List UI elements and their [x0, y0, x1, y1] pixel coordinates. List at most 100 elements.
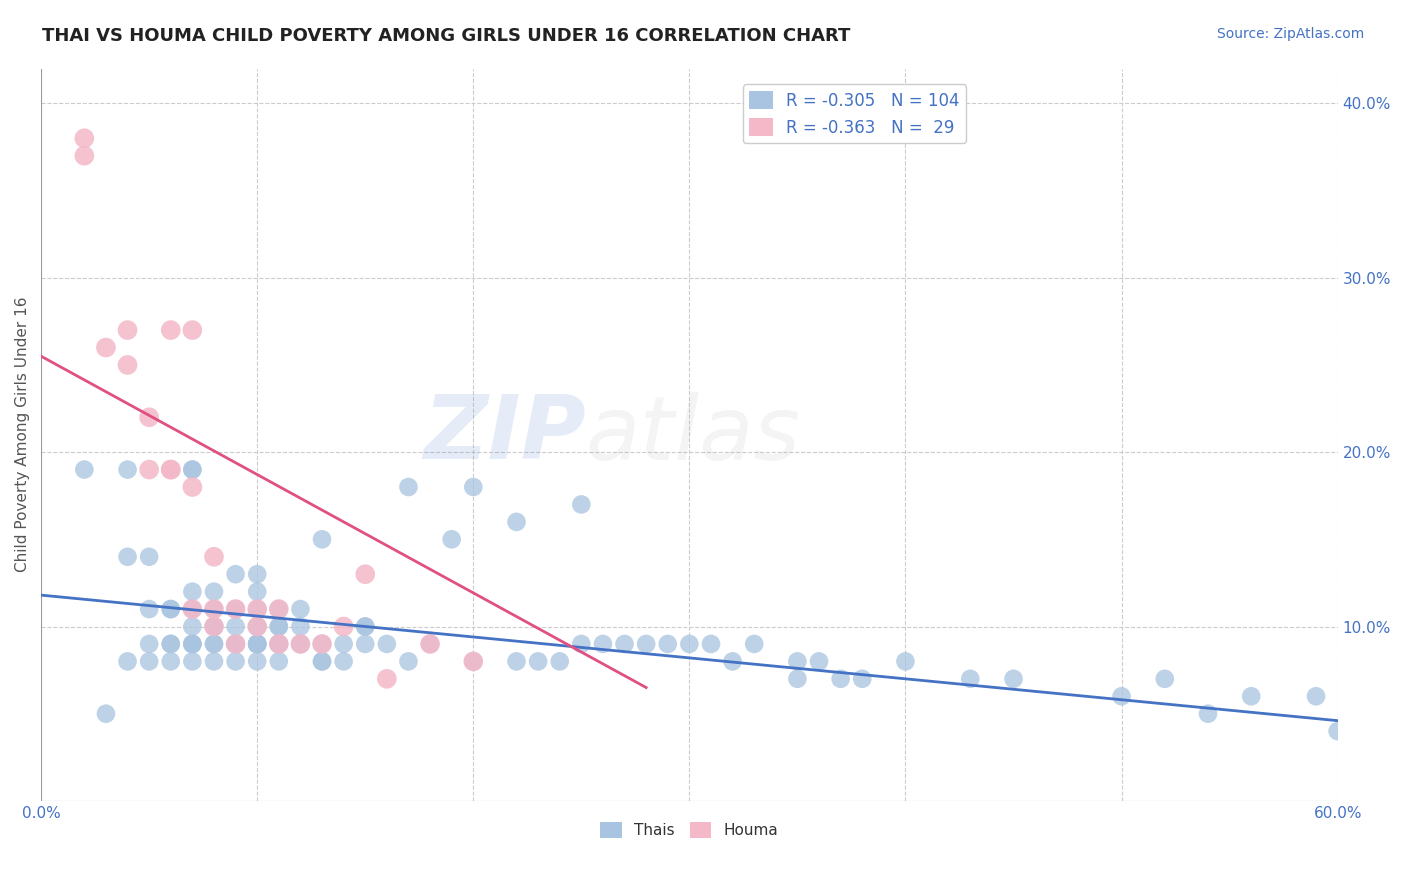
- Point: [332, 637, 354, 651]
- Point: [440, 533, 463, 547]
- Point: [138, 410, 160, 425]
- Text: THAI VS HOUMA CHILD POVERTY AMONG GIRLS UNDER 16 CORRELATION CHART: THAI VS HOUMA CHILD POVERTY AMONG GIRLS …: [42, 27, 851, 45]
- Point: [311, 654, 333, 668]
- Point: [311, 533, 333, 547]
- Point: [1240, 690, 1263, 704]
- Point: [159, 637, 181, 651]
- Point: [181, 602, 204, 616]
- Point: [225, 602, 247, 616]
- Point: [181, 602, 204, 616]
- Point: [548, 654, 571, 668]
- Point: [246, 602, 269, 616]
- Point: [181, 323, 204, 337]
- Point: [117, 323, 139, 337]
- Point: [246, 602, 269, 616]
- Point: [181, 584, 204, 599]
- Point: [463, 654, 485, 668]
- Point: [246, 637, 269, 651]
- Point: [721, 654, 744, 668]
- Point: [181, 480, 204, 494]
- Point: [569, 498, 592, 512]
- Point: [202, 619, 225, 633]
- Point: [1153, 672, 1175, 686]
- Point: [290, 602, 312, 616]
- Point: [138, 602, 160, 616]
- Text: ZIP: ZIP: [423, 392, 586, 478]
- Point: [505, 654, 527, 668]
- Point: [181, 637, 204, 651]
- Point: [246, 637, 269, 651]
- Point: [830, 672, 852, 686]
- Legend: Thais, Houma: Thais, Houma: [595, 815, 785, 845]
- Point: [94, 706, 117, 721]
- Point: [181, 462, 204, 476]
- Point: [181, 619, 204, 633]
- Point: [138, 462, 160, 476]
- Point: [354, 619, 377, 633]
- Point: [159, 602, 181, 616]
- Point: [786, 672, 808, 686]
- Point: [94, 341, 117, 355]
- Point: [159, 654, 181, 668]
- Point: [159, 637, 181, 651]
- Point: [332, 654, 354, 668]
- Point: [463, 654, 485, 668]
- Point: [225, 637, 247, 651]
- Point: [375, 672, 398, 686]
- Point: [246, 584, 269, 599]
- Point: [117, 654, 139, 668]
- Point: [1326, 724, 1348, 739]
- Point: [225, 637, 247, 651]
- Point: [700, 637, 723, 651]
- Point: [246, 619, 269, 633]
- Point: [267, 602, 290, 616]
- Point: [159, 462, 181, 476]
- Point: [225, 637, 247, 651]
- Point: [398, 654, 420, 668]
- Point: [225, 567, 247, 582]
- Point: [138, 637, 160, 651]
- Y-axis label: Child Poverty Among Girls Under 16: Child Poverty Among Girls Under 16: [15, 297, 30, 573]
- Point: [225, 637, 247, 651]
- Point: [73, 462, 96, 476]
- Point: [375, 637, 398, 651]
- Point: [117, 358, 139, 372]
- Point: [267, 637, 290, 651]
- Point: [181, 654, 204, 668]
- Point: [117, 549, 139, 564]
- Point: [354, 619, 377, 633]
- Point: [678, 637, 700, 651]
- Point: [225, 619, 247, 633]
- Point: [225, 602, 247, 616]
- Point: [959, 672, 981, 686]
- Point: [1002, 672, 1025, 686]
- Text: Source: ZipAtlas.com: Source: ZipAtlas.com: [1216, 27, 1364, 41]
- Point: [267, 619, 290, 633]
- Point: [1111, 690, 1133, 704]
- Point: [742, 637, 765, 651]
- Point: [1305, 690, 1327, 704]
- Point: [202, 584, 225, 599]
- Point: [657, 637, 679, 651]
- Point: [202, 619, 225, 633]
- Point: [225, 654, 247, 668]
- Point: [246, 567, 269, 582]
- Point: [290, 619, 312, 633]
- Point: [786, 654, 808, 668]
- Point: [419, 637, 441, 651]
- Point: [311, 654, 333, 668]
- Point: [246, 637, 269, 651]
- Point: [419, 637, 441, 651]
- Point: [505, 515, 527, 529]
- Point: [246, 619, 269, 633]
- Point: [894, 654, 917, 668]
- Point: [636, 637, 658, 651]
- Point: [246, 654, 269, 668]
- Point: [159, 462, 181, 476]
- Point: [354, 567, 377, 582]
- Point: [398, 480, 420, 494]
- Point: [246, 637, 269, 651]
- Text: atlas: atlas: [586, 392, 800, 478]
- Point: [202, 637, 225, 651]
- Point: [202, 654, 225, 668]
